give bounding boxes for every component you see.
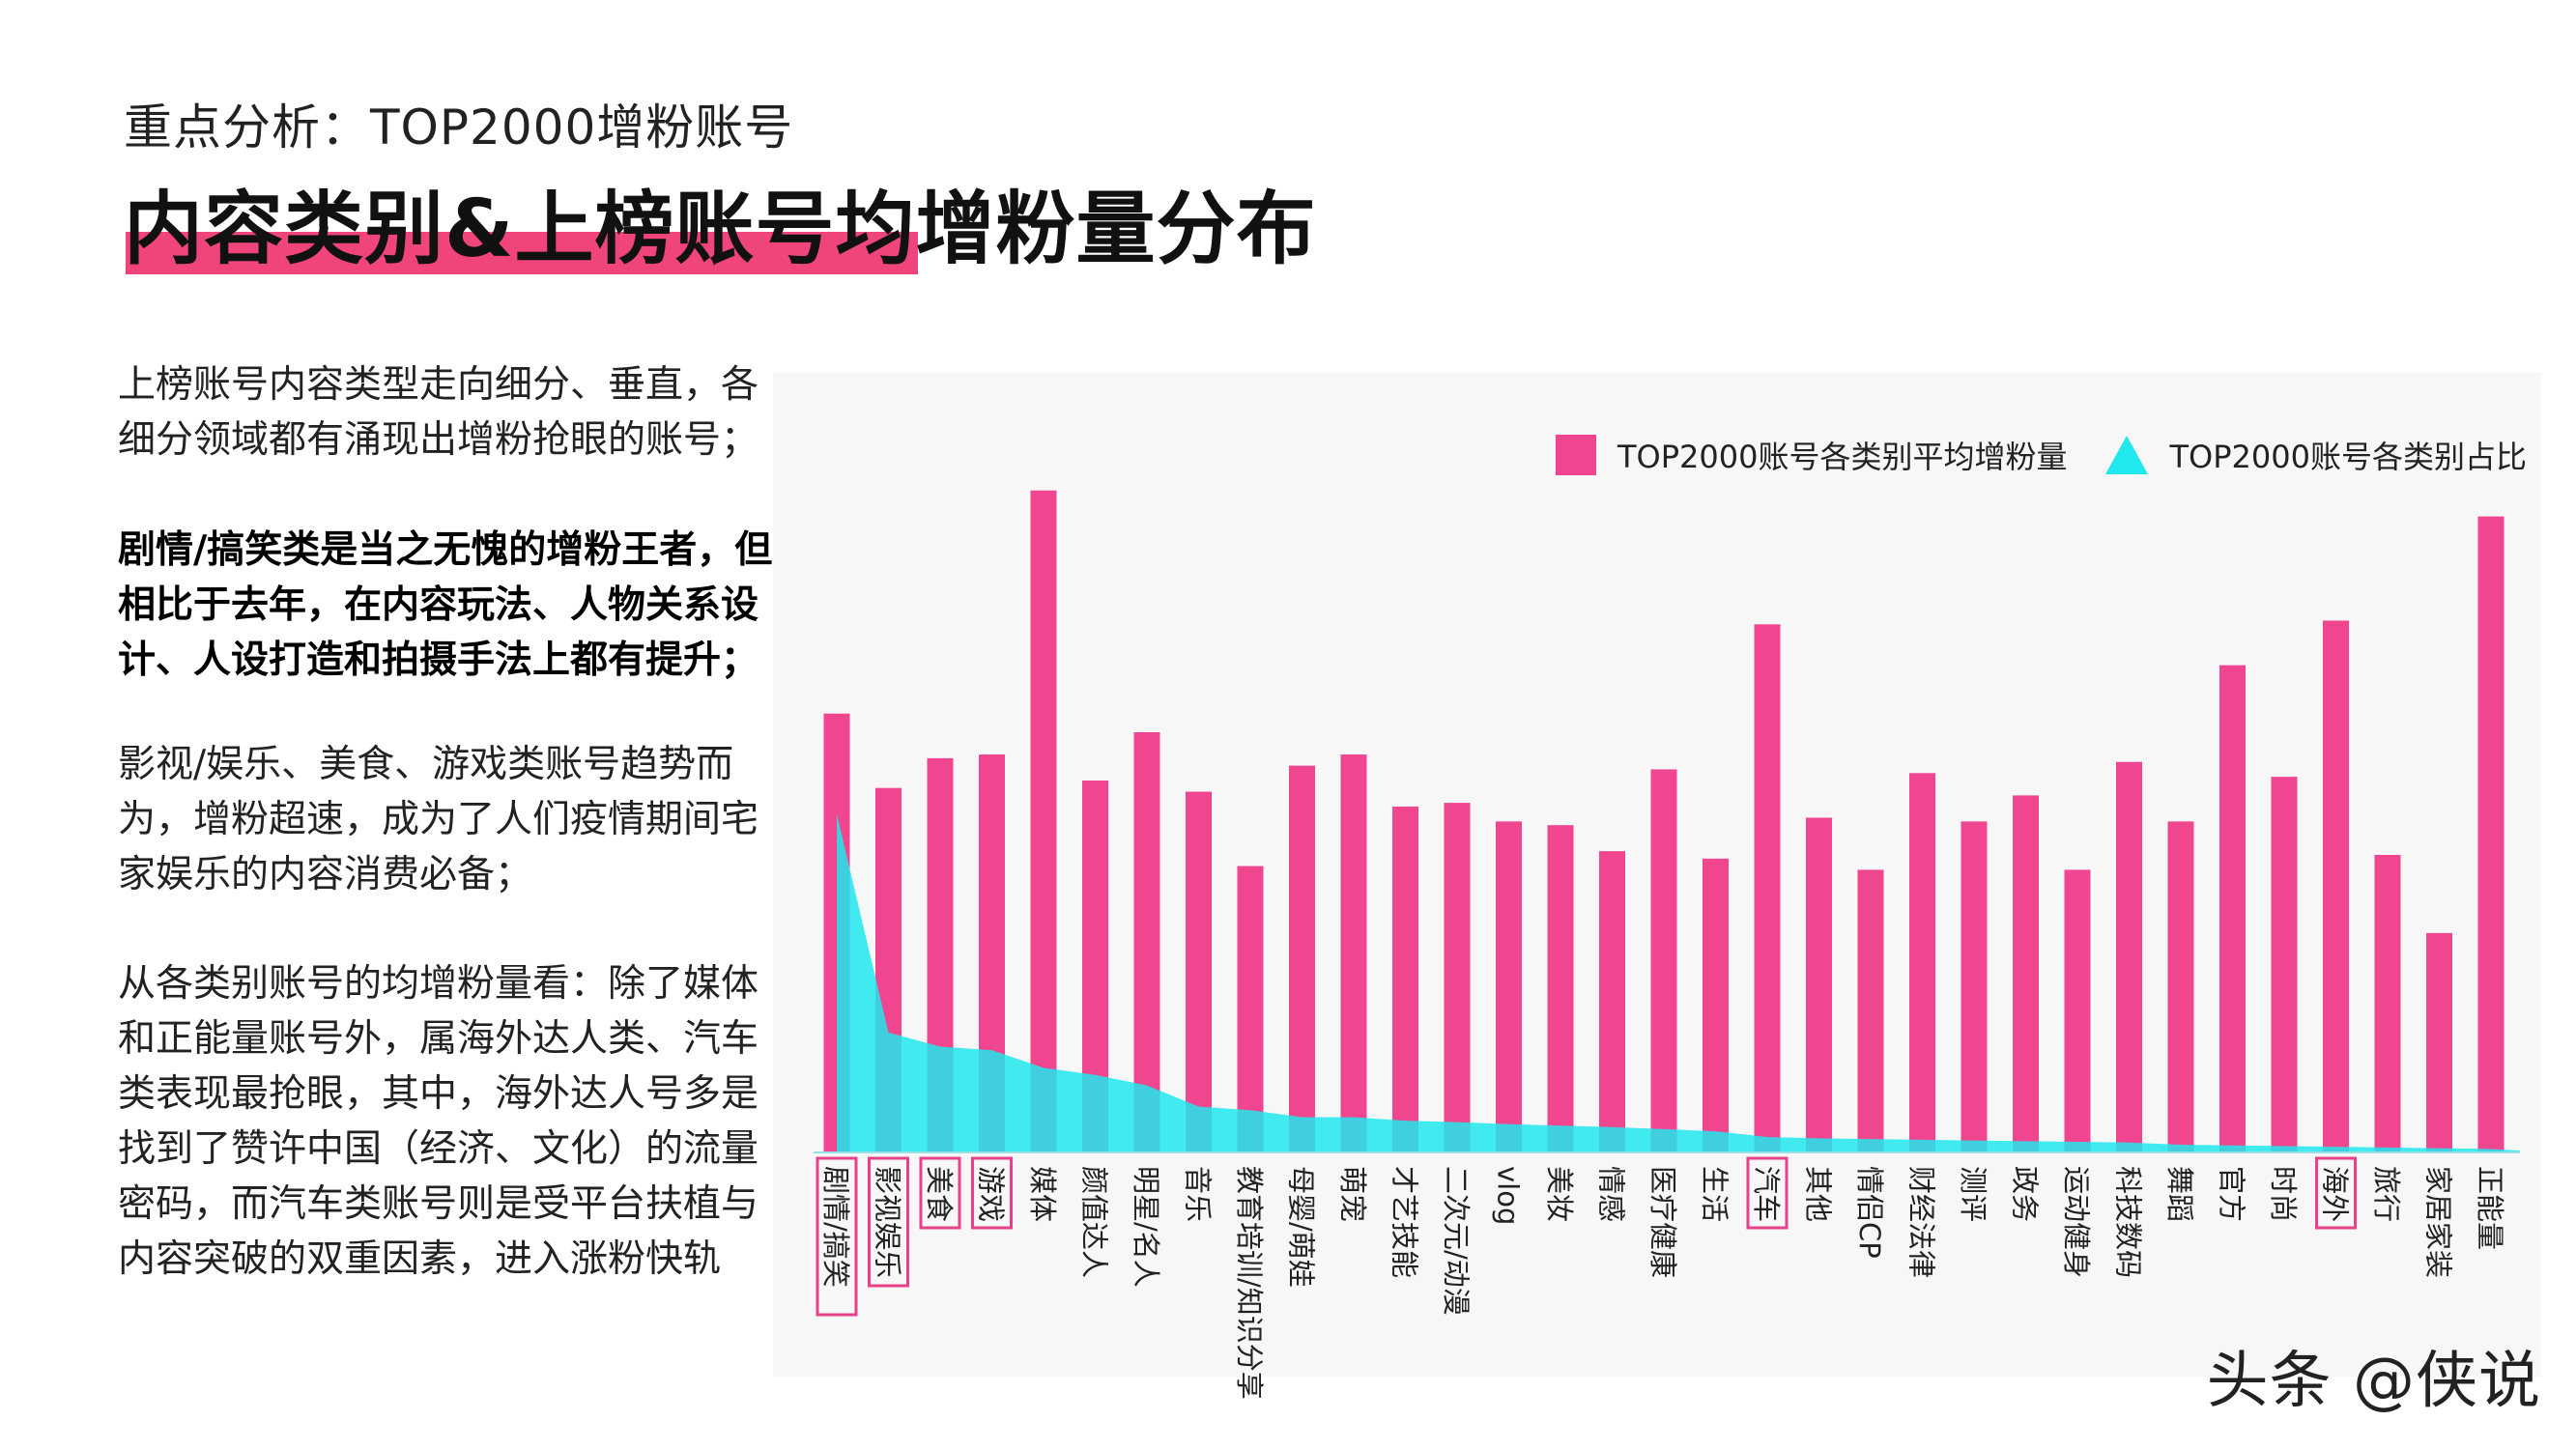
- x-tick-label-10: 萌宠: [1336, 1166, 1369, 1222]
- x-tick-label-8: 教育培训/知识分享: [1233, 1166, 1266, 1400]
- x-tick-label-26: 舞蹈: [2163, 1166, 2196, 1222]
- x-tick-label-7: 音乐: [1182, 1166, 1215, 1222]
- bar-23: [2013, 795, 2039, 1152]
- highlight-box-1: [868, 1156, 909, 1288]
- paragraph-2: 剧情/搞笑类是当之无愧的增粉王者，但相比于去年，在内容玩法、人物关系设计、人设打…: [118, 528, 773, 682]
- x-tick-label-1: 影视娱乐: [872, 1166, 904, 1278]
- bar-31: [2426, 932, 2452, 1152]
- x-tick-label-24: 运动健身: [2060, 1166, 2093, 1278]
- bar-8: [1237, 866, 1264, 1152]
- x-tick-label-11: 才艺技能: [1388, 1166, 1421, 1278]
- x-tick-label-20: 情侣CP: [1853, 1166, 1886, 1259]
- bar-17: [1703, 858, 1729, 1152]
- x-tick-label-27: 官方: [2216, 1166, 2248, 1222]
- page-title: 内容类别&上榜账号均增粉量分布: [124, 184, 1317, 275]
- bar-15: [1599, 851, 1625, 1152]
- paragraph-3: 影视/娱乐、美食、游戏类账号趋势而为，增粉超速，成为了人们疫情期间宅家娱乐的内容…: [118, 743, 759, 896]
- bar-30: [2374, 855, 2401, 1152]
- bar-4: [1030, 490, 1057, 1152]
- chart-legend: TOP2000账号各类别平均增粉量 TOP2000账号各类别占比: [1556, 433, 2565, 477]
- x-tick-label-30: 旅行: [2370, 1166, 2403, 1222]
- x-tick-label-21: 财经法律: [1905, 1166, 1938, 1278]
- x-tick-label-32: 正能量: [2474, 1166, 2506, 1250]
- x-tick-label-28: 时尚: [2267, 1166, 2300, 1222]
- share-area-series: [837, 813, 2520, 1152]
- x-tick-label-19: 其他: [1802, 1166, 1835, 1222]
- x-tick-label-22: 测评: [1957, 1166, 1989, 1222]
- x-tick-label-2: 美食: [923, 1166, 956, 1222]
- bar-21: [1909, 773, 1935, 1152]
- bar-9: [1289, 765, 1315, 1152]
- bar-22: [1961, 821, 1988, 1152]
- bar-10: [1340, 754, 1367, 1152]
- x-tick-label-13: vlog: [1492, 1166, 1525, 1225]
- legend-item-avg: TOP2000账号各类别平均增粉量: [1556, 433, 2067, 477]
- x-tick-label-31: 家居家装: [2422, 1166, 2455, 1278]
- bar-11: [1392, 806, 1418, 1152]
- bar-13: [1496, 821, 1522, 1152]
- legend-item-share: TOP2000账号各类别占比: [2105, 433, 2527, 477]
- highlight-box-3: [971, 1156, 1013, 1230]
- x-tick-label-25: 科技数码: [2112, 1166, 2145, 1278]
- x-tick-label-4: 媒体: [1026, 1166, 1059, 1222]
- x-tick-label-0: 剧情/搞笑: [819, 1166, 852, 1288]
- x-tick-label-6: 明星/名人: [1130, 1166, 1162, 1288]
- paragraph-1: 上榜账号内容类型走向细分、垂直，各细分领域都有涌现出增粉抢眼的账号；: [118, 363, 759, 462]
- page-subtitle: 重点分析：TOP2000增粉账号: [124, 99, 794, 156]
- x-tick-label-16: 医疗健康: [1646, 1166, 1679, 1278]
- highlight-box-18: [1746, 1156, 1789, 1230]
- bar-18: [1754, 624, 1781, 1152]
- legend-square-icon: [1556, 435, 1596, 475]
- highlight-box-2: [919, 1156, 961, 1230]
- bar-19: [1806, 817, 1832, 1152]
- x-tick-label-14: 美妆: [1543, 1166, 1576, 1222]
- bar-12: [1444, 803, 1471, 1152]
- bar-14: [1547, 825, 1574, 1152]
- x-tick-label-9: 母婴/萌娃: [1285, 1166, 1318, 1288]
- source-logo: 头条 @侠说: [2206, 1346, 2541, 1417]
- page-title-wrap: 内容类别&上榜账号均增粉量分布: [124, 164, 1317, 279]
- x-tick-label-18: 汽车: [1750, 1166, 1783, 1222]
- bar-7: [1186, 791, 1212, 1152]
- x-tick-label-29: 海外: [2319, 1166, 2352, 1222]
- x-tick-label-17: 生活: [1699, 1166, 1732, 1222]
- x-tick-label-3: 游戏: [975, 1166, 1008, 1222]
- bar-27: [2219, 665, 2246, 1152]
- highlight-box-0: [816, 1156, 858, 1317]
- legend-triangle-icon: [2105, 436, 2149, 474]
- x-tick-label-23: 政务: [2009, 1166, 2042, 1222]
- highlight-box-29: [2315, 1156, 2357, 1230]
- bar-16: [1650, 769, 1677, 1152]
- x-tick-label-5: 颜值达人: [1078, 1166, 1111, 1278]
- legend-label-share: TOP2000账号各类别占比: [2169, 439, 2527, 475]
- bar-25: [2116, 761, 2142, 1152]
- bar-29: [2323, 620, 2349, 1152]
- x-tick-label-12: 二次元/动漫: [1440, 1166, 1473, 1316]
- bar-6: [1133, 731, 1160, 1152]
- legend-label-avg: TOP2000账号各类别平均增粉量: [1617, 439, 2068, 475]
- bar-24: [2064, 869, 2091, 1152]
- x-tick-label-15: 情感: [1595, 1166, 1628, 1222]
- title-underline-bar: [126, 232, 918, 274]
- bar-28: [2271, 777, 2298, 1152]
- bar-20: [1857, 869, 1884, 1152]
- paragraph-4: 从各类别账号的均增粉量看：除了媒体和正能量账号外，属海外达人类、汽车类表现最抢眼…: [118, 962, 759, 1281]
- bar-26: [2167, 821, 2194, 1152]
- bar-32: [2477, 516, 2504, 1152]
